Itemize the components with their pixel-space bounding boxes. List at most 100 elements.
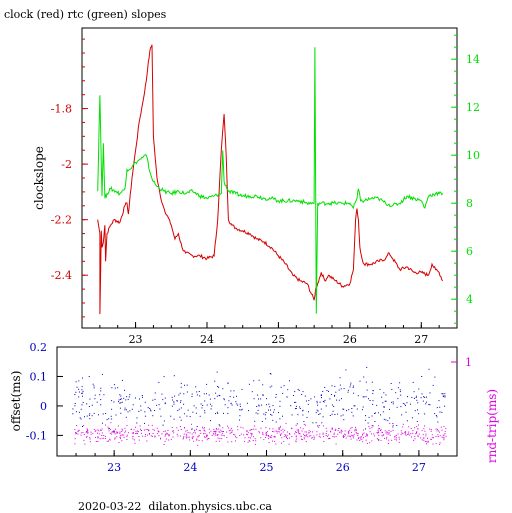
rtt-point: [275, 430, 277, 432]
offset-point: [392, 426, 394, 428]
rtt-point: [383, 434, 385, 436]
offset-point: [383, 406, 385, 407]
rtt-point: [165, 438, 167, 440]
rtt-point: [158, 435, 160, 437]
rtt-point: [404, 431, 406, 433]
offset-point: [101, 373, 103, 375]
offset-point: [382, 402, 384, 404]
offset-point: [315, 422, 317, 424]
rtt-point: [207, 438, 209, 439]
rtt-point: [426, 443, 427, 445]
offset-point: [322, 400, 324, 402]
offset-point: [401, 414, 403, 416]
offset-point: [208, 394, 210, 396]
rtt-point: [204, 427, 205, 429]
offset-point: [229, 396, 231, 398]
rtt-point: [283, 441, 285, 443]
offset-point: [96, 401, 98, 403]
rtt-point: [279, 427, 281, 429]
rtt-point: [146, 440, 148, 442]
offset-point: [308, 400, 310, 402]
offset-point: [381, 396, 383, 398]
rtt-point: [412, 430, 414, 432]
rtt-point: [365, 439, 367, 441]
offset-point: [154, 398, 156, 400]
offset-point: [223, 398, 225, 400]
offset-point: [351, 411, 353, 413]
offset-point: [275, 396, 277, 398]
offset-point: [99, 394, 101, 396]
rtt-point: [87, 430, 89, 432]
rtt-point: [215, 431, 217, 433]
rtt-point: [313, 435, 315, 437]
rtt-point: [203, 429, 205, 431]
offset-point: [343, 408, 345, 410]
rtt-point: [394, 438, 396, 440]
offset-point: [334, 394, 336, 396]
rtt-point: [400, 434, 402, 436]
rtt-point: [180, 435, 182, 437]
rtt-point: [90, 431, 92, 433]
rtt-point: [271, 435, 273, 437]
rtt-point: [430, 430, 432, 432]
rtt-point: [231, 441, 233, 443]
rtt-point: [229, 429, 231, 431]
rtt-point: [148, 433, 150, 435]
slopes-left-tick-label: -1.8: [51, 103, 72, 116]
rtt-point: [259, 432, 261, 434]
rtt-point: [340, 429, 342, 431]
offset-point: [342, 414, 344, 416]
rtt-point: [349, 429, 351, 431]
offset-point: [317, 425, 319, 427]
rtt-point: [378, 432, 380, 434]
offset-point: [444, 405, 446, 407]
rtt-point: [438, 430, 440, 432]
rtt-point: [101, 428, 103, 430]
offset-point: [139, 398, 140, 400]
rtt-point: [189, 432, 191, 434]
rtt-point: [348, 430, 350, 432]
offset-point: [338, 399, 340, 401]
rtt-point: [169, 434, 170, 436]
offset-point: [138, 410, 140, 412]
rtt-point: [127, 432, 129, 434]
rtt-point: [215, 432, 217, 434]
rtt-point: [380, 429, 382, 431]
offset-point: [214, 380, 216, 382]
offset-point: [206, 383, 208, 385]
rtt-point: [425, 433, 427, 435]
offset-point: [235, 401, 237, 403]
rtt-point: [278, 431, 280, 433]
offset-point: [179, 392, 181, 394]
rtt-point: [101, 432, 103, 434]
offset-point: [82, 392, 84, 394]
rtt-point: [111, 431, 113, 433]
offset-point: [316, 409, 318, 411]
rtt-point: [202, 426, 203, 428]
offset-point: [376, 404, 378, 406]
rtt-point: [250, 432, 252, 434]
offset-point: [239, 403, 241, 405]
rtt-point: [417, 436, 419, 438]
offset-point: [227, 382, 229, 384]
offset-point: [426, 396, 427, 398]
rtt-point: [423, 428, 425, 430]
offset-point: [80, 408, 82, 410]
offset-point: [236, 395, 237, 397]
rtt-point: [378, 434, 380, 436]
rtt-point: [319, 433, 321, 435]
offset-point: [219, 395, 221, 397]
rtt-point: [168, 435, 170, 437]
offset-point: [163, 420, 165, 422]
rtt-point: [265, 437, 267, 438]
offset-point: [331, 385, 333, 387]
rtt-point: [322, 425, 324, 427]
offset-point: [374, 412, 376, 414]
rtt-point: [229, 432, 231, 434]
offset-point: [124, 409, 126, 411]
offset-point: [387, 420, 389, 422]
rtt-point: [133, 429, 135, 431]
offset-point: [174, 395, 176, 397]
rtt-point: [429, 428, 431, 430]
rtt-point: [163, 431, 165, 432]
